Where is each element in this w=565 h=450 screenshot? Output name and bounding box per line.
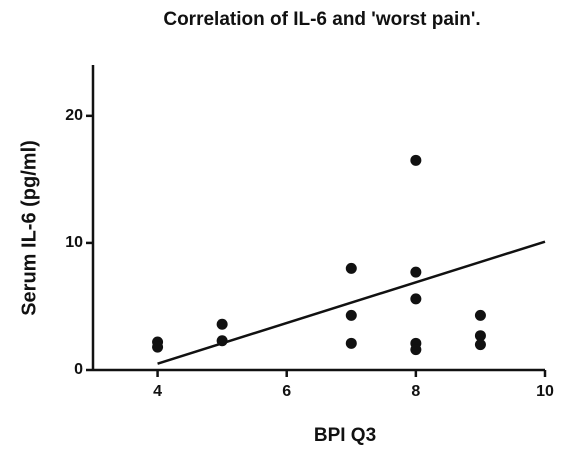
x-tick-label: 8 <box>411 383 420 400</box>
point <box>410 266 422 278</box>
point <box>474 330 486 342</box>
chart-title: Correlation of IL-6 and 'worst pain'. <box>163 9 480 30</box>
y-axis-label: Serum IL-6 (pg/ml) <box>18 140 40 316</box>
x-axis-label: BPI Q3 <box>314 425 376 446</box>
x-tick-label: 10 <box>536 383 554 400</box>
point <box>216 335 228 347</box>
point <box>410 293 422 305</box>
point <box>345 309 357 321</box>
point <box>152 341 164 353</box>
point <box>474 339 486 351</box>
point <box>410 344 422 356</box>
y-tick-label: 20 <box>65 107 83 124</box>
y-tick-label: 0 <box>74 361 83 378</box>
point <box>345 337 357 349</box>
x-tick-label: 6 <box>282 383 291 400</box>
x-tick-label: 4 <box>153 383 162 400</box>
point <box>410 154 422 166</box>
point <box>216 318 228 330</box>
point <box>345 262 357 274</box>
y-tick-label: 10 <box>65 234 83 251</box>
point <box>474 309 486 321</box>
